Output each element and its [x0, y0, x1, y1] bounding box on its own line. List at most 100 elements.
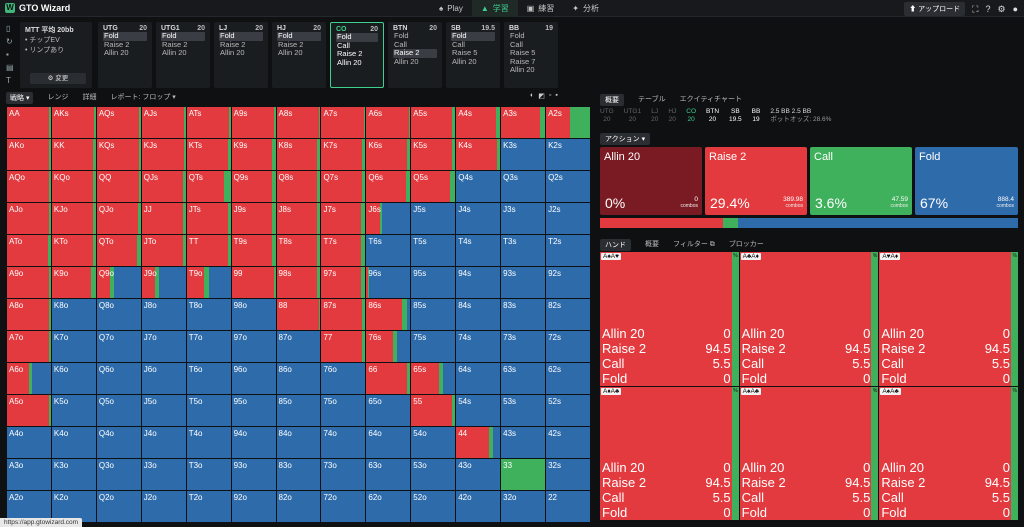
hand-cell[interactable]: Q3s — [501, 171, 546, 202]
hand-cell[interactable]: K4o — [51, 427, 96, 458]
position-card-sb[interactable]: SB 19.5 Fold Call Raise 5 Allin 20 — [446, 22, 500, 88]
hand-cell[interactable]: K3s — [501, 139, 546, 170]
nav-play[interactable]: ♠ Play — [430, 0, 472, 17]
tab-hands[interactable]: ハンド — [600, 239, 631, 251]
tab-equity-chart[interactable]: エクイティチャート — [679, 96, 742, 103]
user-icon[interactable]: ● — [1012, 4, 1018, 14]
hand-cell[interactable]: K4s — [456, 139, 501, 170]
change-button[interactable]: ⚙ 変更 — [30, 73, 86, 84]
hand-cell[interactable]: Q4s — [456, 171, 501, 202]
nav-study[interactable]: ▲ 学習 — [471, 0, 518, 17]
action-box-fold[interactable]: Fold 67% 888.4 combos — [915, 147, 1018, 215]
hand-cell[interactable]: K6s — [366, 139, 411, 170]
hand-cell[interactable]: J6o — [141, 363, 186, 394]
hand-cell[interactable]: J3o — [141, 459, 186, 490]
hand-cell[interactable]: QJo — [96, 203, 141, 234]
hand-cell[interactable]: K6o — [51, 363, 96, 394]
hand-cell[interactable]: T4o — [186, 427, 231, 458]
hand-cell[interactable]: 52o — [411, 491, 456, 522]
hand-cell[interactable]: 72s — [546, 331, 590, 362]
action-option[interactable]: Fold — [161, 31, 205, 41]
hand-cell[interactable]: KTs — [186, 139, 231, 170]
hand-cell[interactable]: J7s — [321, 203, 366, 234]
hand-cell[interactable]: 98s — [276, 267, 321, 298]
hand-cell[interactable]: 93o — [231, 459, 276, 490]
view-mode-icon[interactable]: ◐ — [530, 92, 535, 99]
tab-blockers[interactable]: ブロッカー — [728, 241, 764, 248]
hand-cell[interactable]: 98o — [231, 299, 276, 330]
hand-cell[interactable]: AQs — [96, 107, 141, 138]
action-option[interactable]: Raise 2 — [393, 48, 437, 58]
fullscreen-icon[interactable]: ⛶ — [972, 3, 979, 14]
hand-cell[interactable]: T8s — [276, 235, 321, 266]
hand-cell[interactable]: 65s — [411, 363, 456, 394]
help-icon[interactable]: ? — [985, 4, 991, 14]
hand-cell[interactable]: A5s — [411, 107, 456, 138]
nav-analyze[interactable]: ✦ 分析 — [563, 0, 608, 17]
action-option[interactable]: Raise 5 — [452, 48, 478, 57]
hand-cell[interactable]: J8s — [276, 203, 321, 234]
hand-cell[interactable]: T2o — [186, 491, 231, 522]
hand-cell[interactable]: A4s — [456, 107, 501, 138]
action-option[interactable]: Allin 20 — [278, 48, 303, 57]
hand-cell[interactable]: AA — [7, 107, 51, 138]
action-option[interactable]: Allin 20 — [394, 56, 419, 66]
hand-cell[interactable]: TT — [186, 235, 231, 266]
action-option[interactable]: Raise 2 — [104, 39, 130, 49]
hand-cell[interactable]: 65o — [366, 395, 411, 426]
hand-cell[interactable]: KQo — [51, 171, 96, 202]
hand-cell[interactable]: 86s — [366, 299, 411, 330]
action-option[interactable]: Raise 2 — [162, 39, 188, 49]
position-card-co[interactable]: CO 20 Fold Call Raise 2 Allin 20 — [330, 22, 384, 88]
hand-cell[interactable]: J4o — [141, 427, 186, 458]
action-option[interactable]: Fold — [394, 31, 409, 40]
hand-cell[interactable]: QJs — [141, 171, 186, 202]
hand-cell[interactable]: 97s — [321, 267, 366, 298]
hand-cell[interactable]: 42o — [456, 491, 501, 522]
hand-cell[interactable]: J3s — [501, 203, 546, 234]
hand-cell[interactable]: JJ — [141, 203, 186, 234]
hand-cell[interactable]: 86o — [276, 363, 321, 394]
hand-cell[interactable]: 95o — [231, 395, 276, 426]
action-option[interactable]: Fold — [451, 31, 495, 41]
hand-cell[interactable]: 73s — [501, 331, 546, 362]
hand-cell[interactable]: KJs — [141, 139, 186, 170]
hand-cell[interactable]: T8o — [186, 299, 231, 330]
hand-cell[interactable]: A9o — [7, 267, 51, 298]
hand-combo-card[interactable]: A♠A♣% Allin 20 0 Raise 2 94.5 Call 5.5 Fold 0 — [879, 386, 1018, 520]
action-box-call[interactable]: Call 3.6% 47.59 combos — [810, 147, 912, 215]
hand-cell[interactable]: A4o — [7, 427, 51, 458]
hand-cell[interactable]: A7s — [321, 107, 366, 138]
hand-cell[interactable]: Q6o — [96, 363, 141, 394]
hand-cell[interactable]: K2s — [546, 139, 590, 170]
action-option[interactable]: Raise 2 — [278, 39, 304, 49]
hand-cell[interactable]: 76s — [366, 331, 411, 362]
hand-combo-card[interactable]: A♦A♣% Allin 20 0 Raise 2 94.5 Call 5.5 Fold 0 — [600, 386, 739, 520]
hand-cell[interactable]: K8s — [276, 139, 321, 170]
hand-cell[interactable]: J5o — [141, 395, 186, 426]
hand-cell[interactable]: ATo — [7, 235, 51, 266]
action-option[interactable]: Raise 2 — [337, 49, 363, 58]
hand-cell[interactable]: 94o — [231, 427, 276, 458]
hand-cell[interactable]: A3s — [501, 107, 546, 138]
hand-cell[interactable]: 53s — [501, 395, 546, 426]
hand-cell[interactable]: Q8o — [96, 299, 141, 330]
hand-cell[interactable]: A5o — [7, 395, 51, 426]
hand-cell[interactable]: J5s — [411, 203, 456, 234]
hand-cell[interactable]: A6s — [366, 107, 411, 138]
hand-cell[interactable]: T5o — [186, 395, 231, 426]
hand-cell[interactable]: KK — [51, 139, 96, 170]
hand-cell[interactable]: 43s — [501, 427, 546, 458]
hand-cell[interactable]: 42s — [546, 427, 590, 458]
hand-cell[interactable]: 62o — [366, 491, 411, 522]
hand-cell[interactable]: 84s — [456, 299, 501, 330]
hand-cell[interactable]: AKs — [51, 107, 96, 138]
hand-cell[interactable]: 92s — [546, 267, 590, 298]
hand-cell[interactable]: 66 — [366, 363, 411, 394]
hand-cell[interactable]: A8o — [7, 299, 51, 330]
tab-filter[interactable]: フィルター ⧉ — [673, 241, 715, 248]
hand-cell[interactable]: Q5o — [96, 395, 141, 426]
hand-cell[interactable]: 62s — [546, 363, 590, 394]
hand-cell[interactable]: 96o — [231, 363, 276, 394]
hand-cell[interactable]: Q8s — [276, 171, 321, 202]
